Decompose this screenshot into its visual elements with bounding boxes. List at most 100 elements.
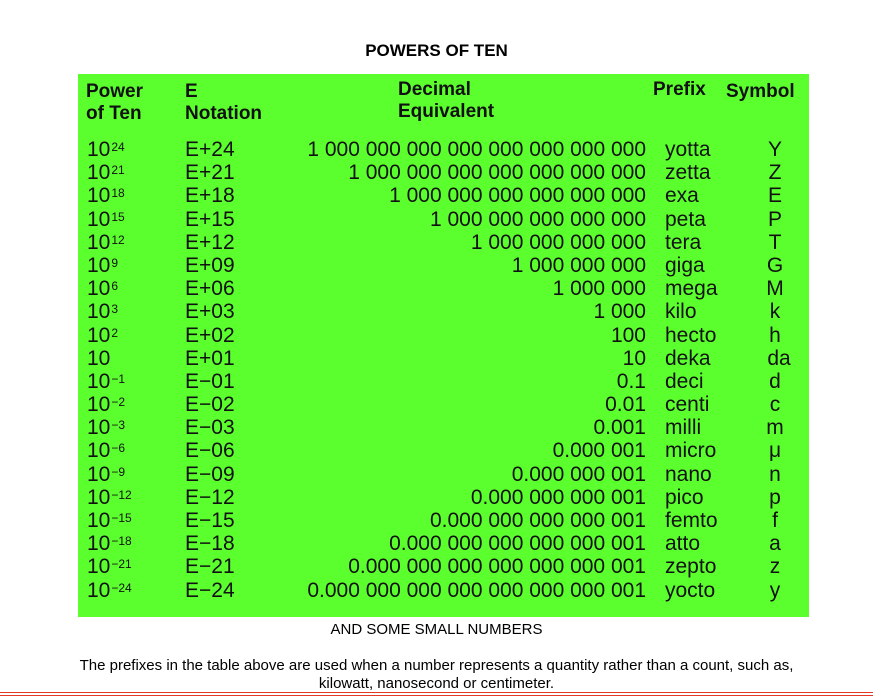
prefix-cell: atto: [665, 532, 701, 556]
power-base: 10: [87, 184, 111, 208]
power-cell: 10−2: [87, 393, 125, 416]
power-cell: 10−24: [87, 579, 132, 602]
prefix-cell: zetta: [665, 161, 711, 185]
header-symbol: Symbol: [726, 81, 795, 102]
power-base: 10: [87, 161, 111, 185]
table-row: 102 E+02 100 hecto h: [78, 324, 809, 347]
prefix-cell: exa: [665, 184, 699, 208]
power-exponent: −1: [111, 371, 126, 386]
e-notation-cell: E+06: [185, 277, 235, 301]
e-notation-cell: E+21: [185, 161, 235, 185]
power-exponent: 18: [111, 186, 125, 201]
table-row: 1015 E+15 1 000 000 000 000 000 peta P: [78, 208, 809, 231]
power-cell: 10−21: [87, 555, 132, 578]
power-exponent: −18: [111, 534, 132, 549]
decimal-cell: 0.01: [605, 393, 646, 417]
prefix-cell: peta: [665, 207, 706, 231]
symbol-cell: n: [769, 462, 781, 486]
power-exponent: 3: [111, 302, 119, 317]
table-row: 10−15 E−15 0.000 000 000 000 001 femto f: [78, 509, 809, 532]
e-notation-cell: E−03: [185, 416, 235, 440]
e-notation-cell: E+24: [185, 138, 235, 161]
decimal-cell: 1 000 000 000: [511, 253, 646, 277]
table-row: 10−24 E−24 0.000 000 000 000 000 000 000 0…: [78, 579, 809, 602]
e-notation-cell: E−09: [185, 462, 235, 486]
prefix-cell: hecto: [665, 323, 717, 347]
power-base: 10: [87, 369, 111, 393]
power-base: 10: [87, 346, 111, 370]
power-cell: 10−12: [87, 486, 132, 509]
power-exponent: 9: [111, 255, 119, 270]
prefix-cell: centi: [665, 393, 710, 417]
power-exponent: 24: [111, 140, 125, 154]
header-power-line2: of Ten: [86, 103, 142, 124]
header-enot-line1: E: [185, 81, 198, 102]
decimal-cell: 0.000 001: [552, 439, 646, 463]
power-base: 10: [87, 578, 111, 602]
page-title: POWERS OF TEN: [365, 41, 508, 60]
prefix-cell: milli: [665, 416, 702, 440]
symbol-cell: P: [767, 207, 782, 231]
power-exponent: −12: [111, 487, 132, 502]
e-notation-cell: E+18: [185, 184, 235, 208]
power-exponent: −6: [111, 441, 126, 456]
power-exponent: 12: [111, 232, 125, 247]
power-exponent: 15: [111, 209, 125, 224]
powers-table: Power of Ten E Notation Decimal Equivale…: [78, 74, 809, 617]
power-base: 10: [87, 485, 111, 509]
power-base: 10: [87, 555, 111, 579]
power-exponent: −24: [111, 580, 132, 595]
table-row: 10−1 E−01 0.1 deci d: [78, 370, 809, 393]
power-exponent: 6: [111, 279, 119, 294]
small-numbers-caption: AND SOME SMALL NUMBERS: [330, 621, 543, 638]
table-row: 10−12 E−12 0.000 000 000 001 pico p: [78, 486, 809, 509]
table-row: 10−2 E−02 0.01 centi c: [78, 393, 809, 416]
power-exponent: −2: [111, 395, 126, 410]
decimal-cell: 0.000 000 001: [511, 462, 646, 486]
table-row: 1024 E+24 1 000 000 000 000 000 000 000 00…: [78, 138, 809, 161]
symbol-cell: T: [768, 230, 782, 254]
prefix-cell: deci: [665, 369, 704, 393]
e-notation-cell: E−24: [185, 578, 235, 602]
power-cell: 103: [87, 300, 118, 323]
table-row: 10 E+01 10 deka da: [78, 347, 809, 370]
decimal-cell: 1 000: [593, 300, 646, 324]
decimal-cell: 1 000 000 000 000 000 000: [389, 184, 646, 208]
power-base: 10: [87, 393, 111, 417]
power-cell: 106: [87, 277, 118, 300]
prefix-note-line2: kilowatt, nanosecond or centimeter.: [318, 675, 555, 692]
power-cell: 10: [87, 347, 111, 370]
table-body: 1024 E+24 1 000 000 000 000 000 000 000 00…: [78, 138, 809, 602]
decimal-cell: 1 000 000: [552, 277, 646, 301]
e-notation-cell: E+02: [185, 323, 235, 347]
power-exponent: 2: [111, 325, 119, 340]
decimal-cell: 0.001: [593, 416, 646, 440]
power-base: 10: [87, 253, 111, 277]
decimal-cell: 1 000 000 000 000: [470, 230, 646, 254]
power-base: 10: [87, 532, 111, 556]
prefix-cell: giga: [665, 253, 705, 277]
header-enot-line2: Notation: [185, 103, 263, 124]
table-row: 106 E+06 1 000 000 mega M: [78, 277, 809, 300]
divider-line: [0, 692, 873, 693]
prefix-cell: femto: [665, 509, 718, 532]
header-power-line1: Power: [86, 81, 144, 102]
prefix-cell: zepto: [665, 555, 717, 579]
prefix-note: The prefixes in the table above are used…: [40, 657, 833, 693]
symbol-cell: Y: [767, 138, 782, 161]
symbol-cell: da: [767, 346, 791, 370]
decimal-cell: 1 000 000 000 000 000 000 000: [348, 161, 646, 185]
decimal-cell: 0.1: [616, 369, 646, 393]
symbol-cell: m: [766, 416, 784, 440]
header-e-notation: E Notation: [185, 81, 262, 125]
table-row: 10−6 E−06 0.000 001 micro μ: [78, 439, 809, 462]
symbol-cell: a: [769, 532, 781, 556]
prefix-note-line1: The prefixes in the table above are used…: [79, 657, 794, 674]
power-cell: 10−3: [87, 416, 125, 439]
symbol-cell: M: [766, 277, 784, 301]
decimal-cell: 100: [610, 323, 646, 347]
prefix-cell: kilo: [665, 300, 697, 324]
power-cell: 10−6: [87, 439, 125, 462]
power-cell: 10−9: [87, 463, 125, 486]
power-base: 10: [87, 277, 111, 301]
